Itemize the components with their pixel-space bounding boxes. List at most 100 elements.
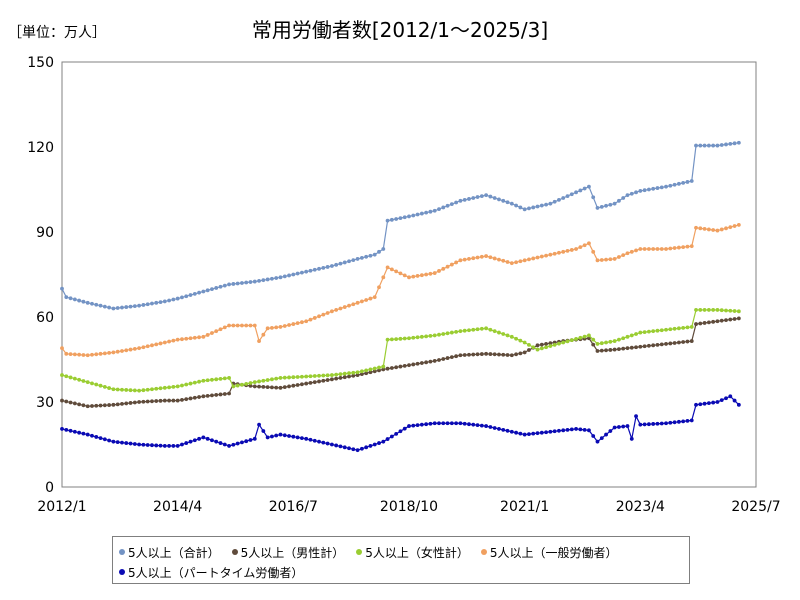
data-point	[201, 334, 206, 339]
data-point	[351, 302, 356, 307]
data-point	[231, 282, 236, 286]
data-point	[621, 424, 626, 429]
chart-title: 常用労働者数[2012/1～2025/3]	[251, 18, 549, 42]
data-point	[265, 378, 270, 382]
data-point	[282, 274, 287, 279]
data-point	[282, 385, 287, 390]
data-point	[218, 441, 223, 445]
data-point	[218, 376, 223, 381]
data-point	[381, 275, 386, 280]
data-point	[634, 190, 638, 195]
data-point	[505, 428, 510, 433]
data-point	[227, 323, 231, 328]
data-point	[428, 359, 433, 364]
data-point	[184, 382, 189, 387]
data-point	[68, 352, 73, 357]
data-point	[372, 369, 377, 374]
data-point	[454, 200, 459, 205]
data-point	[419, 334, 424, 339]
data-point	[548, 429, 553, 434]
data-point	[527, 257, 531, 262]
data-point	[240, 440, 244, 445]
data-point	[145, 443, 150, 447]
data-point	[724, 318, 728, 323]
data-point	[124, 348, 129, 353]
data-point	[514, 203, 518, 208]
data-point	[501, 258, 506, 263]
data-point	[270, 276, 274, 281]
data-point	[599, 348, 604, 353]
data-point	[381, 247, 386, 251]
data-point	[218, 284, 223, 289]
data-point	[351, 370, 356, 375]
data-point	[732, 309, 737, 313]
data-point	[458, 421, 463, 426]
data-point	[342, 305, 347, 309]
data-point	[329, 377, 334, 382]
data-point	[355, 448, 360, 453]
data-point	[501, 352, 506, 357]
data-point	[454, 260, 459, 265]
data-point	[60, 286, 64, 291]
data-point	[94, 382, 99, 387]
data-point	[90, 301, 94, 306]
data-point	[347, 446, 351, 451]
data-point	[535, 431, 540, 436]
data-point	[274, 276, 279, 280]
data-point	[634, 414, 638, 419]
data-point	[728, 141, 733, 146]
data-point	[244, 323, 249, 328]
data-point	[664, 327, 668, 332]
data-point	[702, 401, 707, 406]
data-point	[698, 143, 703, 148]
data-point	[132, 400, 137, 405]
data-point	[227, 444, 231, 448]
data-point	[265, 435, 270, 440]
data-point	[188, 336, 193, 341]
data-point	[308, 374, 313, 379]
chart-legend: 5人以上（合計） 5人以上（男性計） 5人以上（女性計） 5人以上（一般労働者） 5人…	[112, 536, 690, 584]
data-point	[312, 316, 317, 320]
data-point	[252, 323, 257, 328]
data-point	[291, 322, 296, 326]
legend-item: 5人以上（男性計）	[231, 544, 344, 561]
data-point	[711, 319, 716, 324]
data-point	[505, 333, 510, 338]
data-point	[475, 255, 480, 260]
data-point	[458, 329, 463, 334]
data-point	[120, 401, 124, 406]
data-point	[715, 228, 720, 233]
data-point	[437, 421, 441, 426]
data-point	[355, 370, 360, 375]
data-point	[201, 435, 206, 440]
data-point	[676, 419, 681, 424]
data-point	[342, 260, 347, 265]
data-point	[265, 277, 270, 282]
legend-label: 5人以上（パートタイム労働者）	[128, 565, 304, 580]
data-point	[728, 394, 733, 399]
y-tick-label: 120	[27, 140, 54, 156]
data-point	[621, 336, 626, 341]
data-point	[479, 326, 484, 331]
data-point	[175, 398, 180, 403]
data-point	[629, 191, 634, 196]
data-point	[467, 328, 471, 333]
data-point	[180, 383, 184, 388]
data-point	[514, 336, 518, 341]
data-point	[132, 442, 137, 446]
data-point	[411, 423, 416, 428]
data-point	[270, 434, 274, 439]
data-point	[454, 329, 459, 334]
data-point	[595, 342, 600, 346]
data-point	[595, 439, 600, 444]
data-point	[647, 187, 651, 192]
data-point	[304, 269, 309, 274]
data-point	[655, 342, 660, 347]
data-point	[608, 202, 613, 207]
data-point	[681, 180, 686, 185]
data-point	[377, 365, 381, 370]
data-point	[394, 269, 399, 274]
data-point	[377, 249, 381, 254]
data-point	[484, 254, 489, 258]
x-tick-label: 2016/7	[269, 499, 318, 515]
